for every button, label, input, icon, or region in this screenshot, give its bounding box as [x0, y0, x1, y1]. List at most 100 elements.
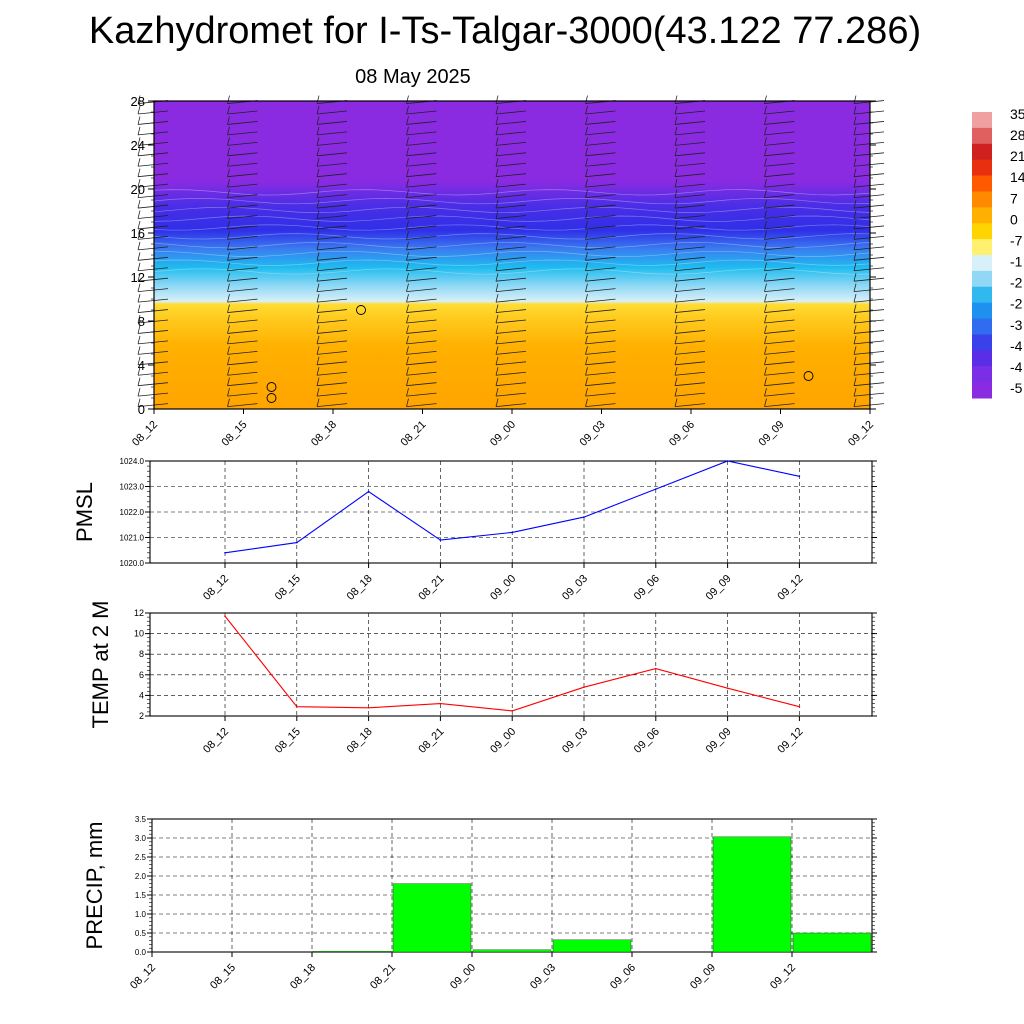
wind-barb-flag [585, 294, 588, 303]
wind-barb [316, 152, 348, 157]
wind-barb [406, 382, 437, 387]
wind-barb [585, 141, 616, 146]
wind-barb-flag [137, 252, 141, 261]
wind-barb [585, 403, 616, 407]
contour-line [153, 268, 871, 275]
wind-barb [316, 225, 348, 230]
wind-barb [764, 330, 795, 334]
data-point [583, 686, 585, 688]
wind-barb-flag [137, 377, 141, 386]
wind-barb-flag [853, 210, 857, 219]
wind-barb-flag [674, 158, 678, 167]
x-tick-label: 08_21 [399, 419, 429, 449]
x-tick-label: 08_18 [288, 962, 318, 992]
wind-barb-flag [495, 220, 499, 230]
wind-barb-flag [495, 356, 499, 365]
wind-barb [227, 298, 258, 303]
wind-barb-flag [853, 262, 857, 271]
wind-barb [227, 236, 258, 240]
wind-barb [764, 277, 795, 282]
wind-barb [406, 215, 437, 219]
wind-barb-flag [764, 262, 767, 271]
wind-barb-flag [227, 95, 230, 104]
wind-barb-flag [227, 252, 230, 261]
wind-barb [495, 361, 527, 366]
wind-barb [137, 361, 169, 366]
wind-barb [316, 330, 348, 334]
x-tick-label: 08_15 [208, 962, 238, 992]
wind-barb [585, 121, 616, 125]
profile-marker [266, 382, 277, 392]
wind-barb [137, 162, 169, 167]
wind-barb-flag [227, 398, 230, 407]
colorbar-segment [972, 207, 992, 224]
data-point [798, 705, 801, 708]
wind-barb-flag [406, 158, 409, 167]
wind-barb-flag [495, 398, 499, 407]
wind-barb-flag [137, 335, 141, 344]
y-tick-label: 12 [131, 270, 145, 285]
wind-barb-flag [585, 398, 588, 407]
wind-barb [406, 131, 437, 136]
wind-barb [764, 392, 795, 397]
wind-barb [495, 382, 527, 387]
wind-barb [764, 350, 795, 355]
wind-barb-flag [585, 346, 588, 355]
wind-barb [406, 340, 437, 345]
wind-barb [137, 236, 169, 240]
wind-barb [764, 403, 795, 407]
wind-barb [316, 173, 348, 178]
wind-barb-flag [674, 325, 678, 334]
wind-barb [495, 277, 527, 282]
wind-barb [495, 162, 527, 167]
colorbar-segment [972, 127, 992, 145]
wind-barb-flag [316, 252, 320, 261]
wind-barb-flag [406, 105, 409, 115]
wind-barb-flag [764, 252, 767, 261]
wind-barb-flag [137, 273, 141, 282]
wind-barb-flag [227, 210, 230, 219]
wind-barb [585, 152, 616, 157]
wind-barb [764, 110, 795, 115]
colorbar-segment [972, 318, 992, 335]
wind-barb-flag [227, 105, 230, 115]
wind-barb-flag [316, 314, 320, 324]
wind-barb-flag [853, 95, 857, 104]
wind-barb-flag [495, 105, 499, 115]
wind-barb-flag [137, 210, 141, 219]
wind-barb-flag [495, 346, 499, 355]
wind-barb-flag [137, 262, 141, 271]
wind-barb [764, 141, 795, 146]
wind-barb [316, 267, 348, 272]
wind-barb-flag [674, 147, 678, 156]
wind-barb [585, 340, 616, 345]
colorbar-label: 21 [1010, 148, 1024, 164]
wind-barb [764, 361, 795, 366]
colorbar-label: 35 [1010, 106, 1024, 122]
wind-barb-flag [227, 346, 230, 355]
data-point [296, 541, 298, 544]
y-tick-label: 1021.0 [120, 534, 145, 543]
wind-barb [585, 183, 616, 188]
wind-barb [674, 204, 706, 209]
x-tick-label: 08_12 [201, 573, 231, 603]
wind-barb [495, 215, 527, 219]
y-tick-label: 0.0 [135, 948, 147, 957]
wind-barb-flag [585, 388, 588, 397]
x-tick-label: 08_15 [220, 419, 250, 449]
wind-barb [495, 340, 527, 345]
contour-line [153, 206, 871, 213]
wind-barb [495, 298, 527, 303]
data-point [583, 516, 585, 518]
wind-barb [853, 319, 885, 324]
wind-barb [227, 110, 258, 115]
wind-barb [316, 110, 348, 115]
wind-barb-flag [674, 220, 678, 230]
wind-barb [137, 403, 169, 407]
y-tick-label: 1024.0 [120, 457, 145, 466]
wind-barb [316, 319, 348, 324]
bar [392, 883, 472, 953]
wind-barb-flag [406, 335, 409, 344]
wind-barb [316, 361, 348, 366]
